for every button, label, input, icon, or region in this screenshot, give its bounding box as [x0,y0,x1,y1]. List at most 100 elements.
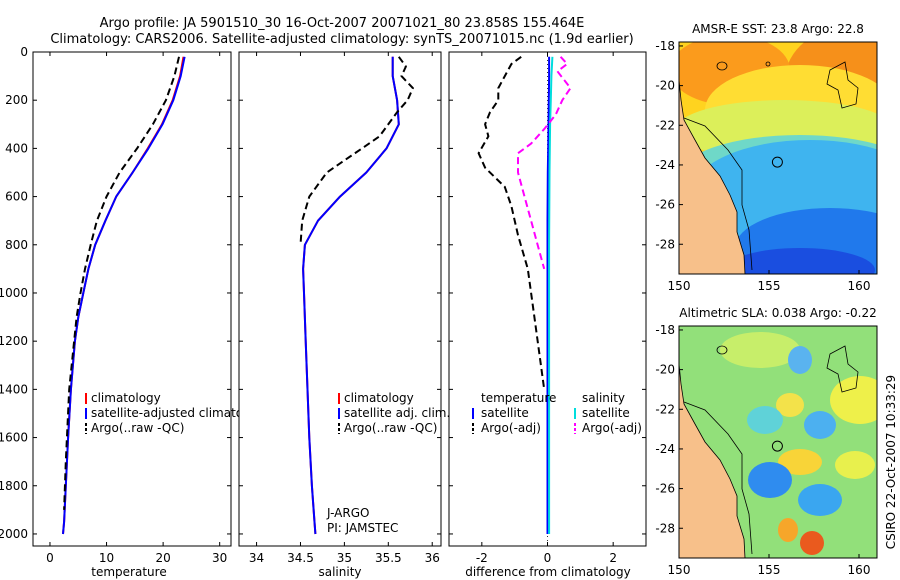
sla-axes-box [678,325,878,559]
salinity-series-argo-raw-qc [299,56,414,245]
legend-label-temp-argo: Argo(-adj) [481,421,541,435]
legend-label-sal-satellite: satellite [582,406,630,420]
difference-tick-label: -2 [476,551,488,565]
salinity-xlabel: salinity [318,565,361,579]
salinity-axes-box [238,51,442,547]
temperature-profile-panel: 0 200 400 600 800 1000 1200 1400 1600 1800 2000 0 1… [0,45,269,579]
salinity-legend: climatology satellite adj. clim. Argo(..… [338,391,450,435]
temperature-axes-box [32,51,232,547]
sst-axes-box [678,41,878,275]
lat-tick-label: -26 [655,482,675,496]
temperature-tick-label: 30 [212,551,227,565]
sla-map-panel: Altimetric SLA: 0.038 Argo: -0.22 -18 -20… [655,306,878,577]
sst-argo-position-marker [771,156,783,168]
lat-tick-label: -24 [655,158,675,172]
lon-tick-label: 150 [668,279,691,293]
depth-tick-label: 2000 [0,527,28,541]
salinity-profile-panel: 34 34.5 35 35.5 36 salinity climatology sate… [238,51,450,579]
temperature-axis-ticks: 0 10 20 30 [46,52,227,565]
legend-label-satellite: satellite-adjusted climatology [91,406,269,420]
depth-tick-label: 1000 [0,286,28,300]
sst-map-image [679,42,877,274]
sst-map-panel: AMSR-E SST: 23.8 Argo: 22.8 -18 -20 -22 -24… [655,22,878,293]
difference-profile-panel: -2 0 2 difference from climatology tempera… [448,51,647,579]
salinity-tick-label: 35 [337,551,352,565]
sla-argo-position-marker [771,440,783,452]
salinity-tick-label: 35.5 [375,551,402,565]
salinity-tick-label: 34 [249,551,264,565]
temperature-legend: climatology satellite-adjusted climatolo… [85,391,269,435]
difference-series-temperature-argo-adj [477,55,546,390]
legend-label-temp-satellite: satellite [481,406,529,420]
lat-tick-label: -18 [655,39,675,53]
legend-label-climatology: climatology [91,391,161,405]
float-pi-label: PI: JAMSTEC [327,521,398,535]
sst-map-title: AMSR-E SST: 23.8 Argo: 22.8 [692,22,864,36]
difference-series-salinity-argo-adj [517,56,572,270]
depth-tick-label: 0 [20,45,28,59]
lon-tick-label: 160 [848,279,871,293]
legend-label-satellite: satellite adj. clim. [344,406,450,420]
difference-depth-ticks [449,51,646,535]
legend-header-temperature: temperature [481,391,556,405]
salinity-tick-label: 34.5 [287,551,314,565]
sst-coastline [679,42,746,274]
salinity-series [299,56,414,535]
depth-tick-label: 1200 [0,334,28,348]
temperature-series-argo-raw-qc [63,56,180,510]
difference-tick-label: 0 [544,551,552,565]
sla-coastline [679,326,746,558]
figure-title-line2: Climatology: CARS2006. Satellite-adjuste… [50,32,633,47]
sla-lat-ticks: -18 -20 -22 -24 -26 -28 [655,323,683,535]
lon-tick-label: 150 [668,563,691,577]
depth-tick-label: 200 [5,93,28,107]
depth-tick-label: 1800 [0,479,28,493]
lat-tick-label: -18 [655,323,675,337]
depth-tick-label: 1600 [0,431,28,445]
temperature-xlabel: temperature [91,565,166,579]
lat-tick-label: -20 [655,363,675,377]
lat-tick-label: -24 [655,442,675,456]
difference-series-salinity-satellite [548,56,554,534]
difference-legend: temperature satellite Argo(-adj) salinit… [472,391,642,435]
lon-tick-label: 155 [758,563,781,577]
temperature-series-satellite-adjusted-climatology [62,56,186,535]
sst-lat-ticks: -18 -20 -22 -24 -26 -28 [655,39,683,251]
sla-map-image [679,326,877,558]
depth-tick-label: 600 [5,190,28,204]
sst-lon-ticks: 150 155 160 [668,270,871,293]
difference-series-temperature-satellite [546,56,551,534]
depth-tick-label: 1400 [0,382,28,396]
difference-xlabel: difference from climatology [465,565,631,579]
temperature-tick-label: 10 [99,551,114,565]
sla-lon-ticks: 150 155 160 [668,554,871,577]
depth-axis-ticks: 0 200 400 600 800 1000 1200 1400 1600 1800 2000 [0,45,231,541]
lon-tick-label: 155 [758,279,781,293]
salinity-series-satellite-adj-clim [302,56,400,535]
sla-map-title: Altimetric SLA: 0.038 Argo: -0.22 [679,306,876,320]
lat-tick-label: -26 [655,198,675,212]
credit-timestamp: CSIRO 22-Oct-2007 10:33:29 [884,375,898,549]
difference-series [477,52,572,546]
lat-tick-label: -22 [655,118,675,132]
temperature-tick-label: 20 [155,551,170,565]
temperature-tick-label: 0 [46,551,54,565]
lat-tick-label: -20 [655,79,675,93]
depth-tick-label: 800 [5,238,28,252]
legend-header-salinity: salinity [582,391,625,405]
salinity-tick-label: 36 [425,551,440,565]
legend-label-climatology: climatology [344,391,414,405]
lon-tick-label: 160 [848,563,871,577]
lat-tick-label: -28 [655,237,675,251]
legend-label-sal-argo: Argo(-adj) [582,421,642,435]
salinity-axis-ticks: 34 34.5 35 35.5 36 [249,52,440,565]
temperature-series [62,56,186,535]
lat-tick-label: -28 [655,521,675,535]
figure-title-line1: Argo profile: JA 5901510_30 16-Oct-2007 … [100,16,585,31]
legend-label-argo: Argo(..raw -QC) [344,421,437,435]
difference-tick-label: 2 [609,551,617,565]
legend-label-argo: Argo(..raw -QC) [91,421,184,435]
salinity-depth-ticks [239,51,441,535]
lat-tick-label: -22 [655,402,675,416]
